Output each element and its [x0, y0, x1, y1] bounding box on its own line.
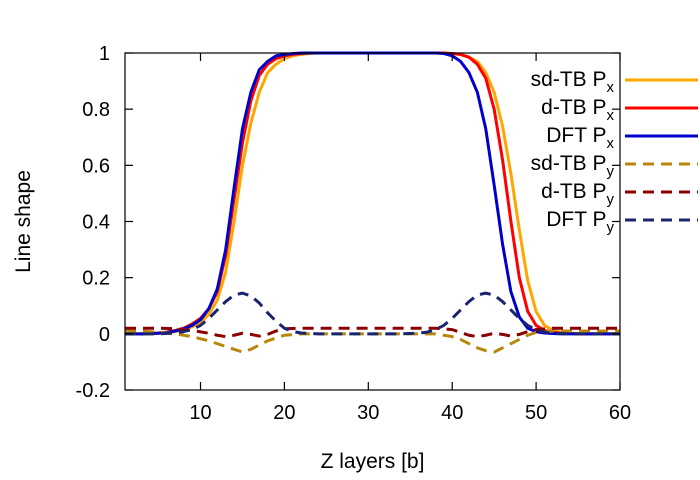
tick-layer: 10 20 30 40 50 60 -0.2 0 0.2 0.4 0.6 0.8 1	[76, 43, 632, 424]
y-tick-label: -0.2	[76, 380, 110, 402]
legend-label: d-TB Px	[541, 96, 614, 124]
y-tick-label: 0.8	[82, 99, 110, 121]
y-tick-label: 1	[99, 43, 110, 65]
legend-label: DFT Py	[546, 208, 614, 236]
y-tick-label: 0.6	[82, 155, 110, 177]
x-axis-label: Z layers [b]	[321, 450, 425, 473]
x-tick-label: 60	[609, 402, 631, 424]
y-tick-label: 0.4	[82, 212, 110, 234]
y-axis-label: Line shape	[12, 170, 35, 273]
series-line-5	[125, 326, 620, 339]
legend-label: sd-TB Px	[531, 68, 615, 96]
series-line-6	[125, 291, 620, 336]
y-tick-label: 0.2	[82, 268, 110, 290]
x-tick-label: 30	[357, 402, 379, 424]
x-tick-label: 20	[273, 402, 295, 424]
y-tick-label: 0	[99, 324, 110, 346]
legend-label: d-TB Py	[541, 180, 614, 208]
x-tick-label: 40	[441, 402, 463, 424]
legend-label: sd-TB Py	[531, 152, 615, 180]
legend-label: DFT Px	[546, 124, 614, 152]
x-tick-label: 10	[189, 402, 211, 424]
x-tick-label: 50	[525, 402, 547, 424]
